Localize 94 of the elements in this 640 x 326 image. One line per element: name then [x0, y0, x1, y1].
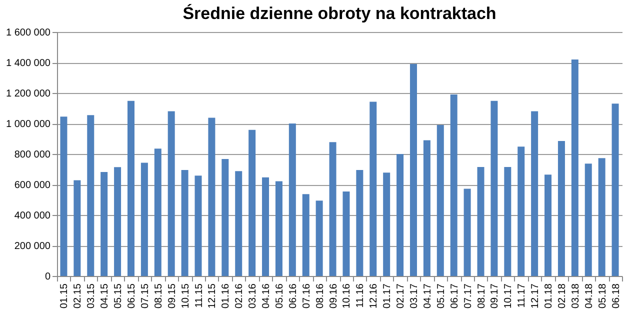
- bar: [194, 176, 202, 276]
- x-tick-label: 05.15: [113, 283, 124, 309]
- x-tick-label: 03.17: [408, 283, 420, 309]
- bar: [140, 162, 148, 276]
- x-tick-label: 06.15: [126, 283, 138, 309]
- bar: [181, 170, 188, 276]
- x-tick-label: 11.17: [516, 283, 528, 308]
- x-tick-label: 01.15: [59, 283, 70, 309]
- y-tick-label: 200 000: [14, 241, 51, 252]
- x-tick-label: 12.17: [530, 283, 542, 309]
- y-tick-label: 1 600 000: [6, 28, 51, 38]
- bar: [518, 146, 525, 276]
- chart-title: Średnie dzienne obroty na kontraktach: [182, 3, 496, 23]
- bar: [329, 142, 336, 276]
- bar: [262, 177, 270, 276]
- bar: [598, 158, 606, 276]
- x-tick-label: 02.16: [234, 283, 246, 309]
- y-tick-label: 800 000: [14, 150, 51, 160]
- bar: [477, 166, 484, 276]
- x-tick-label: 02.18: [556, 283, 568, 309]
- bar: [450, 94, 458, 276]
- bar: [383, 172, 390, 276]
- bar: [168, 111, 175, 276]
- bar: [235, 171, 242, 276]
- x-tick-label: 07.16: [301, 283, 312, 309]
- y-tick-label: 1 000 000: [6, 119, 51, 130]
- bar: [370, 102, 377, 276]
- x-tick-label: 07.15: [140, 283, 151, 309]
- x-tick-label: 09.15: [166, 283, 178, 309]
- x-tick-label: 04.18: [584, 283, 595, 309]
- bar: [558, 141, 565, 276]
- y-tick-label: 400 000: [14, 210, 51, 222]
- bar: [436, 125, 444, 276]
- bar: [584, 164, 592, 276]
- x-tick-label: 01.16: [220, 283, 232, 309]
- x-tick-label: 05.17: [436, 283, 447, 309]
- bar: [288, 124, 296, 276]
- x-tick-label: 04.16: [261, 283, 272, 309]
- bar: [100, 172, 108, 276]
- x-tick-label: 03.18: [570, 283, 582, 309]
- bar: [464, 188, 471, 276]
- x-tick-label: 11.16: [355, 283, 366, 308]
- bar: [114, 167, 122, 276]
- x-tick-label: 06.17: [449, 283, 460, 309]
- bar: [612, 104, 619, 276]
- bar: [87, 115, 94, 276]
- x-tick-label: 04.17: [422, 283, 434, 309]
- x-tick-label: 10.16: [342, 283, 353, 309]
- x-tick-label: 07.17: [462, 283, 474, 309]
- bar: [490, 100, 498, 276]
- y-tick-label: 0: [44, 272, 51, 282]
- bar: [342, 192, 350, 276]
- bar: [531, 111, 538, 276]
- bar: [208, 118, 216, 276]
- x-tick-label: 05.16: [274, 283, 286, 309]
- bar: [302, 194, 310, 276]
- x-tick-label: 11.15: [194, 283, 205, 308]
- x-tick-label: 05.18: [597, 283, 608, 309]
- bar: [356, 170, 364, 276]
- bar: [423, 140, 430, 276]
- bar: [60, 116, 68, 276]
- x-tick-label: 01.17: [382, 283, 394, 309]
- x-tick-label: 03.16: [248, 283, 259, 309]
- bar: [248, 130, 256, 276]
- bar: [410, 64, 417, 276]
- bar: [127, 100, 134, 276]
- x-tick-label: 06.18: [610, 283, 622, 309]
- x-tick-label: 04.15: [100, 283, 111, 309]
- y-tick-label: 1 200 000: [6, 88, 51, 100]
- bar: [504, 166, 512, 276]
- bar: [396, 154, 404, 276]
- bar: [74, 180, 81, 276]
- bar: [316, 200, 323, 276]
- x-tick-label: 01.18: [544, 283, 555, 309]
- x-tick-label: 08.15: [153, 283, 164, 309]
- x-tick-label: 06.16: [288, 283, 299, 309]
- x-tick-label: 10.15: [180, 283, 192, 309]
- bar: [571, 59, 578, 276]
- x-tick-label: 09.17: [490, 283, 501, 309]
- bar: [544, 174, 552, 276]
- x-tick-label: 08.16: [314, 283, 326, 309]
- x-tick-label: 03.15: [86, 283, 98, 309]
- x-tick-label: 02.15: [72, 283, 84, 309]
- x-tick-label: 02.17: [396, 283, 407, 309]
- x-tick-label: 08.17: [476, 283, 488, 309]
- x-tick-label: 10.17: [503, 283, 514, 309]
- bar: [154, 148, 162, 276]
- x-tick-label: 09.16: [328, 283, 340, 309]
- bar: [222, 159, 229, 276]
- x-tick-label: 12.15: [207, 283, 218, 309]
- bar: [275, 181, 282, 276]
- y-tick-label: 600 000: [14, 180, 51, 191]
- x-tick-label: 12.16: [368, 283, 380, 309]
- y-tick-label: 1 400 000: [6, 58, 51, 69]
